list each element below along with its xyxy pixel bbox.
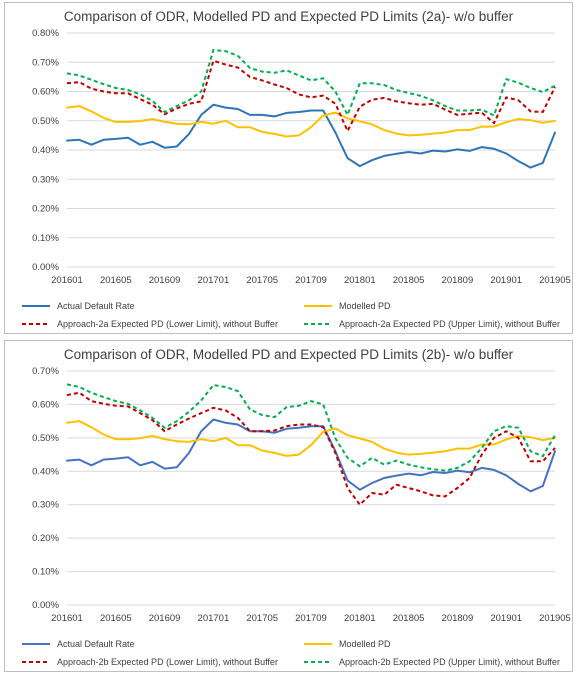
y-tick-label: 0.00% xyxy=(32,600,59,611)
x-tick-label: 201609 xyxy=(149,613,181,624)
x-tick-label: 201801 xyxy=(344,275,376,286)
y-tick-label: 0.80% xyxy=(32,28,59,39)
x-tick-label: 201901 xyxy=(490,275,522,286)
y-tick-label: 0.60% xyxy=(32,87,59,98)
x-tick-label: 201701 xyxy=(198,275,230,286)
series-line-1 xyxy=(66,418,556,493)
legend-label: Approach-2b Expected PD (Upper Limit), w… xyxy=(339,657,560,667)
legend-item: Modelled PD xyxy=(303,637,391,651)
y-tick-label: 0.70% xyxy=(32,57,59,68)
series-line-2 xyxy=(66,420,556,457)
legend-label: Approach-2a Expected PD (Upper Limit), w… xyxy=(339,319,560,329)
x-tick-label: 201705 xyxy=(246,275,278,286)
chart-panel-2b: Comparison of ODR, Modelled PD and Expec… xyxy=(4,340,573,672)
x-tick-label: 201809 xyxy=(442,613,474,624)
chart-panel-2a: Comparison of ODR, Modelled PD and Expec… xyxy=(4,2,573,334)
line-chart-2a: 0.00% 0.10% 0.20% 0.30% 0.40% 0.50% 0.60% 0.70%… xyxy=(32,28,571,286)
line-chart-2b: 0.00% 0.10% 0.20% 0.30% 0.40% 0.50% 0.60% 0.70%… xyxy=(32,366,571,624)
y-tick-label: 0.40% xyxy=(32,145,59,156)
y-tick-label: 0.70% xyxy=(32,366,59,377)
legend-label: Modelled PD xyxy=(339,301,391,311)
y-tick-label: 0.10% xyxy=(32,567,59,578)
legend-item: Actual Default Rate xyxy=(21,299,135,313)
legend-swatch xyxy=(304,305,332,307)
x-tick-label: 201905 xyxy=(539,275,571,286)
x-tick-label: 201801 xyxy=(344,613,376,624)
legend-swatch xyxy=(22,661,50,663)
y-tick-label: 0.40% xyxy=(32,466,59,477)
y-tick-label: 0.30% xyxy=(32,174,59,185)
series-line-4 xyxy=(66,49,556,117)
y-tick-label: 0.60% xyxy=(32,399,59,410)
y-tick-label: 0.30% xyxy=(32,500,59,511)
legend-label: Actual Default Rate xyxy=(57,639,135,649)
x-tick-label: 201701 xyxy=(198,613,230,624)
y-tick-label: 0.50% xyxy=(32,116,59,127)
legend-label: Modelled PD xyxy=(339,639,391,649)
legend-label: Approach-2b Expected PD (Lower Limit), w… xyxy=(57,657,278,667)
legend-swatch xyxy=(22,305,50,307)
y-tick-label: 0.50% xyxy=(32,433,59,444)
legend-item: Approach-2a Expected PD (Lower Limit), w… xyxy=(21,317,278,331)
x-tick-label: 201601 xyxy=(51,613,83,624)
y-tick-label: 0.20% xyxy=(32,204,59,215)
legend-swatch xyxy=(22,323,50,325)
chart-legend: Actual Default Rate Modelled PD Approach-2… xyxy=(17,633,567,671)
x-tick-label: 201805 xyxy=(393,275,425,286)
legend-item: Approach-2a Expected PD (Upper Limit), w… xyxy=(303,317,560,331)
x-tick-label: 201709 xyxy=(295,613,327,624)
legend-item: Modelled PD xyxy=(303,299,391,313)
y-tick-label: 0.10% xyxy=(32,233,59,244)
y-tick-label: 0.00% xyxy=(32,262,59,273)
chart-legend: Actual Default Rate Modelled PD Approach-2… xyxy=(17,295,567,333)
x-tick-label: 201601 xyxy=(51,275,83,286)
legend-item: Actual Default Rate xyxy=(21,637,135,651)
x-tick-label: 201705 xyxy=(246,613,278,624)
series-line-2 xyxy=(66,105,556,138)
x-tick-label: 201905 xyxy=(539,613,571,624)
x-tick-label: 201709 xyxy=(295,275,327,286)
x-tick-label: 201901 xyxy=(490,613,522,624)
legend-item: Approach-2b Expected PD (Lower Limit), w… xyxy=(21,655,278,669)
series-line-1 xyxy=(66,103,556,169)
series-line-4 xyxy=(66,383,556,472)
x-tick-label: 201605 xyxy=(100,613,132,624)
x-tick-label: 201609 xyxy=(149,275,181,286)
legend-item: Approach-2b Expected PD (Upper Limit), w… xyxy=(303,655,560,669)
series-line-3 xyxy=(66,391,556,506)
x-tick-label: 201605 xyxy=(100,275,132,286)
legend-label: Approach-2a Expected PD (Lower Limit), w… xyxy=(57,319,278,329)
chart-title: Comparison of ODR, Modelled PD and Expec… xyxy=(63,9,514,24)
x-tick-label: 201809 xyxy=(442,275,474,286)
series-line-3 xyxy=(66,59,556,132)
legend-label: Actual Default Rate xyxy=(57,301,135,311)
legend-swatch xyxy=(304,323,332,325)
legend-swatch xyxy=(304,643,332,645)
x-tick-label: 201805 xyxy=(393,613,425,624)
chart-title: Comparison of ODR, Modelled PD and Expec… xyxy=(63,347,514,362)
legend-swatch xyxy=(22,643,50,645)
y-tick-label: 0.20% xyxy=(32,533,59,544)
legend-swatch xyxy=(304,661,332,663)
